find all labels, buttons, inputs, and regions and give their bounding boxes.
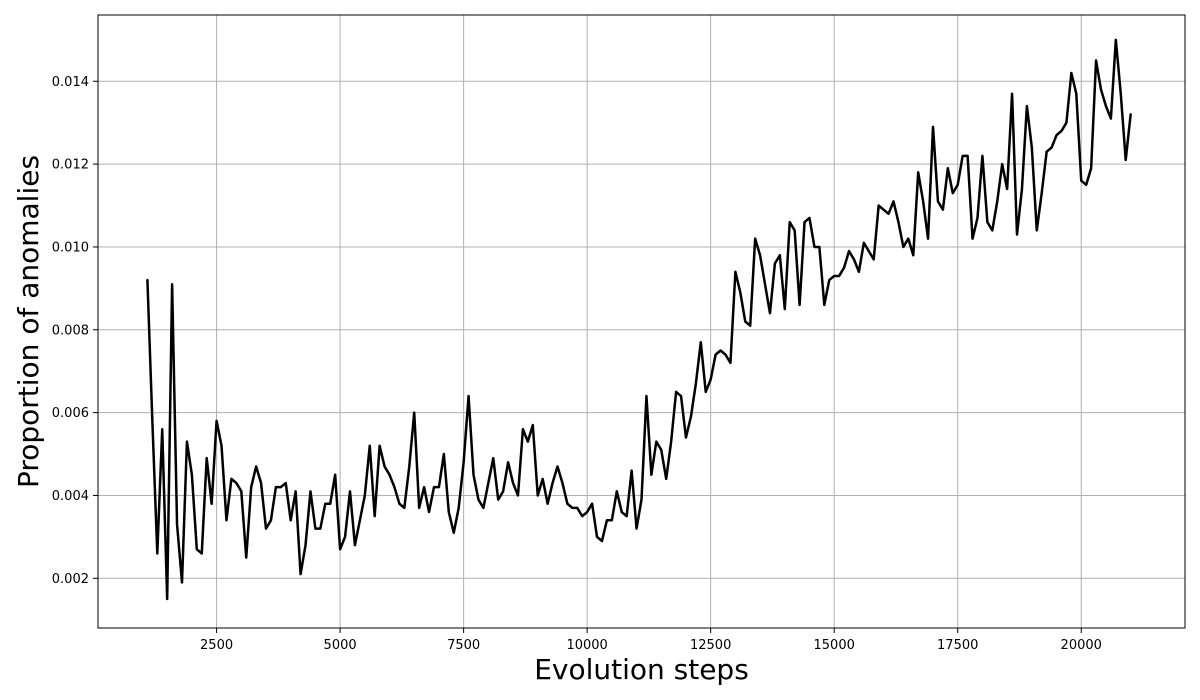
y-tick-label: 0.014 — [52, 75, 89, 90]
x-tick-label: 17500 — [937, 638, 978, 653]
y-tick-label: 0.002 — [52, 572, 89, 587]
y-tick-label: 0.006 — [52, 406, 89, 421]
x-axis-title: Evolution steps — [534, 653, 749, 686]
y-axis: 0.002 0.004 0.006 0.008 0.010 0.012 0.014 — [52, 75, 98, 587]
grid — [98, 15, 1185, 628]
y-axis-title: Proportion of anomalies — [12, 155, 45, 488]
x-tick-label: 2500 — [200, 638, 233, 653]
x-tick-label: 5000 — [324, 638, 357, 653]
x-axis: 2500 5000 7500 10000 12500 15000 17500 20000 — [200, 628, 1102, 653]
series-layer — [146, 38, 1132, 601]
x-tick-label: 12500 — [690, 638, 731, 653]
x-tick-label: 10000 — [566, 638, 607, 653]
series-line — [146, 38, 1132, 601]
x-tick-label: 15000 — [814, 638, 855, 653]
x-tick-label: 20000 — [1061, 638, 1102, 653]
y-tick-label: 0.010 — [52, 240, 89, 255]
y-tick-label: 0.012 — [52, 158, 89, 173]
y-tick-label: 0.008 — [52, 323, 89, 338]
y-tick-label: 0.004 — [52, 489, 89, 504]
x-tick-label: 7500 — [447, 638, 480, 653]
plot-frame — [97, 14, 1186, 629]
